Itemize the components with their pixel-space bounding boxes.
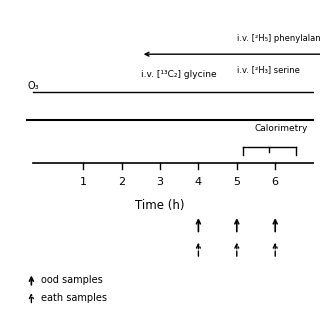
Text: eath samples: eath samples <box>41 293 107 303</box>
Text: Time (h): Time (h) <box>135 199 185 212</box>
Text: Calorimetry: Calorimetry <box>254 124 308 133</box>
Text: i.v. [²H₃] serine: i.v. [²H₃] serine <box>237 65 300 74</box>
Text: 1: 1 <box>80 177 87 187</box>
Text: 3: 3 <box>156 177 164 187</box>
Text: O₃: O₃ <box>28 81 39 91</box>
Text: 6: 6 <box>272 177 279 187</box>
Text: i.v. [¹³C₂] glycine: i.v. [¹³C₂] glycine <box>141 70 216 79</box>
Text: i.v. [²H₅] phenylalanine: i.v. [²H₅] phenylalanine <box>237 34 320 43</box>
Text: ood samples: ood samples <box>41 275 103 285</box>
Text: 4: 4 <box>195 177 202 187</box>
Text: 5: 5 <box>233 177 240 187</box>
Text: 2: 2 <box>118 177 125 187</box>
